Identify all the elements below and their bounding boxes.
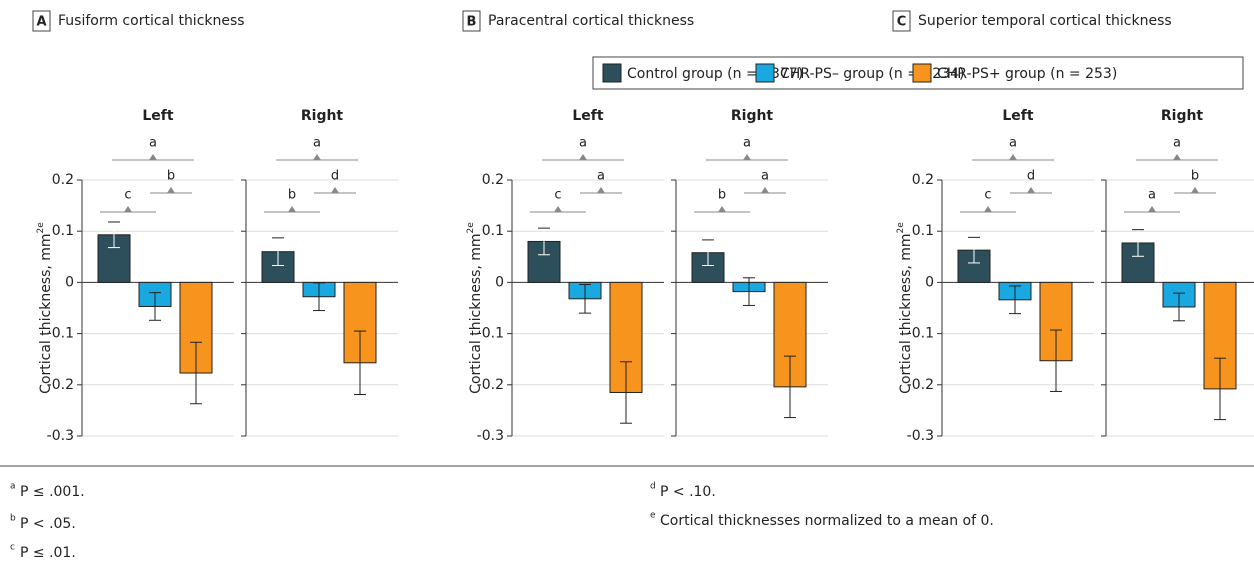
significance-marker	[331, 187, 339, 193]
subpanel-label: Left	[142, 108, 174, 124]
footnote-text: P ≤ .001.	[20, 484, 85, 500]
significance-label: c	[124, 188, 131, 203]
y-tick-label: -0.2	[477, 377, 504, 393]
panel-letter-box	[32, 10, 51, 32]
significance-label: a	[313, 136, 321, 151]
significance-label: a	[743, 136, 751, 151]
significance-marker	[1027, 187, 1035, 193]
y-tick-label: -0.1	[47, 326, 74, 342]
legend-swatch	[912, 63, 932, 83]
panel-title: Paracentral cortical thickness	[488, 13, 694, 29]
footnote-text: P ≤ .01.	[20, 545, 76, 561]
significance-marker	[579, 154, 587, 160]
subpanel-label: Right	[301, 108, 344, 124]
y-axis-label-superscript: 2e	[36, 222, 46, 234]
y-tick-label: 0	[65, 274, 74, 290]
panel-letter-box	[892, 10, 911, 32]
y-tick-label: 0	[495, 274, 504, 290]
y-axis-label-superscript: 2e	[466, 222, 476, 234]
significance-label: a	[579, 136, 587, 151]
significance-label: b	[1191, 169, 1199, 184]
significance-marker	[149, 154, 157, 160]
y-tick-label: 0.2	[912, 172, 934, 188]
panel-letter: C	[897, 15, 907, 30]
panel-title: Fusiform cortical thickness	[58, 13, 245, 29]
legend-label: Control group (n = 1377)	[627, 66, 803, 82]
significance-marker	[1009, 154, 1017, 160]
significance-label: b	[167, 169, 175, 184]
panel-title: Superior temporal cortical thickness	[918, 13, 1172, 29]
panel-letter: B	[467, 15, 477, 30]
footnote-mark: c	[10, 543, 15, 553]
y-axis-label-text: Cortical thickness, mm	[898, 233, 914, 393]
significance-marker	[984, 206, 992, 212]
y-axis-label-text: Cortical thickness, mm	[468, 233, 484, 393]
significance-label: a	[1173, 136, 1181, 151]
y-axis-label-superscript: 2e	[896, 222, 906, 234]
significance-marker	[761, 187, 769, 193]
y-tick-label: 0.1	[52, 223, 74, 239]
significance-marker	[597, 187, 605, 193]
y-axis-label: Cortical thickness, mm2e	[896, 222, 915, 394]
significance-label: a	[1009, 136, 1017, 151]
significance-marker	[124, 206, 132, 212]
subpanel-label: Left	[572, 108, 604, 124]
significance-label: d	[331, 169, 339, 184]
y-axis-label-text: Cortical thickness, mm	[38, 233, 54, 393]
y-tick-label: 0.1	[912, 223, 934, 239]
subpanel-label: Right	[1161, 108, 1204, 124]
subpanel-label: Left	[1002, 108, 1034, 124]
y-tick-label: -0.2	[47, 377, 74, 393]
footnote-text: Cortical thicknesses normalized to a mea…	[660, 513, 994, 529]
significance-marker	[167, 187, 175, 193]
significance-marker	[313, 154, 321, 160]
legend-swatch	[602, 63, 622, 83]
bar	[691, 252, 725, 283]
legend-swatch	[755, 63, 775, 83]
significance-label: c	[984, 188, 991, 203]
legend-label: CHR-PS+ group (n = 253)	[937, 66, 1117, 82]
panel-letter: A	[36, 15, 46, 30]
footnote-mark: b	[10, 514, 16, 524]
y-axis-label: Cortical thickness, mm2e	[36, 222, 55, 394]
y-tick-label: -0.1	[477, 326, 504, 342]
footnote-text: P < .10.	[660, 484, 716, 500]
panel-letter-box	[462, 10, 481, 32]
footnote-mark: a	[10, 482, 16, 492]
legend-box	[592, 56, 1244, 90]
y-tick-label: 0	[925, 274, 934, 290]
y-tick-label: -0.2	[907, 377, 934, 393]
y-tick-label: -0.1	[907, 326, 934, 342]
significance-label: b	[718, 188, 726, 203]
significance-marker	[1173, 154, 1181, 160]
y-tick-label: -0.3	[47, 428, 74, 444]
subpanel-label: Right	[731, 108, 774, 124]
footnote-mark: e	[650, 511, 656, 521]
significance-label: b	[288, 188, 296, 203]
significance-marker	[718, 206, 726, 212]
significance-label: a	[597, 169, 605, 184]
footnote-mark: d	[650, 482, 656, 492]
y-tick-label: -0.3	[477, 428, 504, 444]
significance-label: a	[1148, 188, 1156, 203]
y-tick-label: 0.2	[482, 172, 504, 188]
significance-marker	[1191, 187, 1199, 193]
significance-marker	[288, 206, 296, 212]
y-axis-label: Cortical thickness, mm2e	[466, 222, 485, 394]
significance-label: d	[1027, 169, 1035, 184]
significance-marker	[554, 206, 562, 212]
significance-label: a	[761, 169, 769, 184]
significance-label: c	[554, 188, 561, 203]
significance-marker	[743, 154, 751, 160]
y-tick-label: 0.2	[52, 172, 74, 188]
footnote-text: P < .05.	[20, 516, 76, 532]
significance-label: a	[149, 136, 157, 151]
y-tick-label: 0.1	[482, 223, 504, 239]
y-tick-label: -0.3	[907, 428, 934, 444]
significance-marker	[1148, 206, 1156, 212]
